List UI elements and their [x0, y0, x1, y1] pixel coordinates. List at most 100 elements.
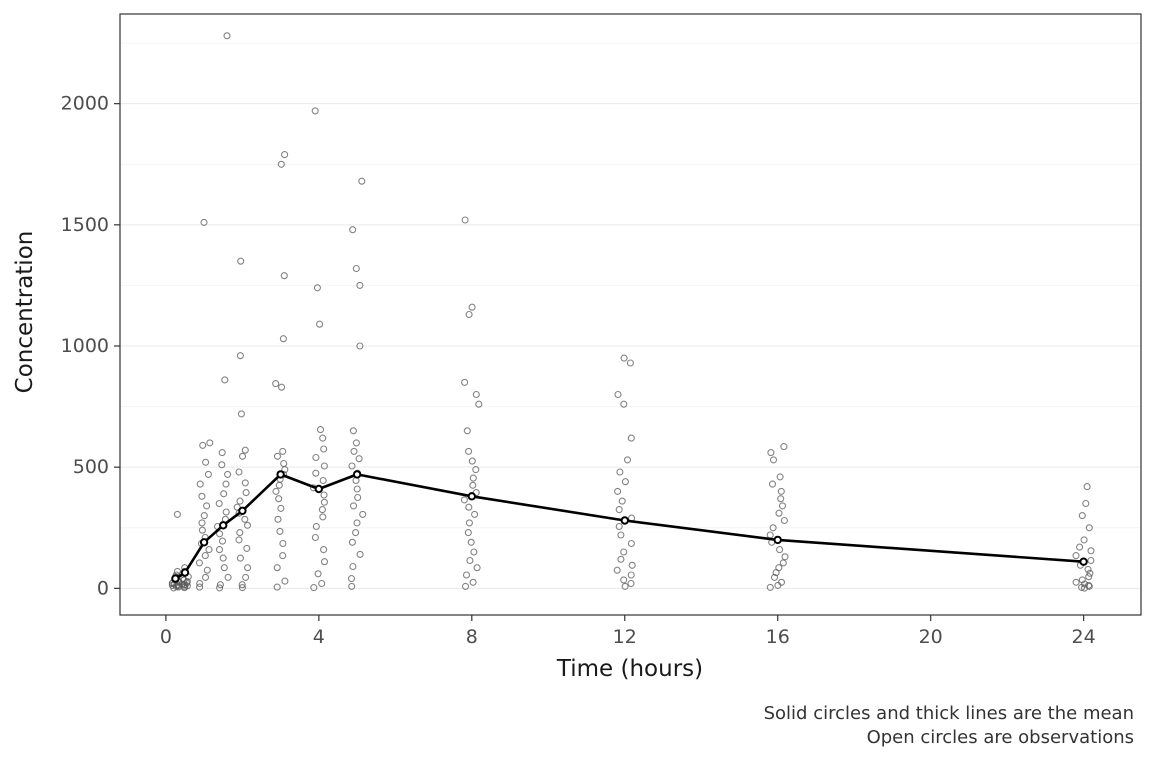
observation-point: [770, 573, 779, 581]
observation-point: [628, 561, 636, 569]
observation-point: [356, 342, 364, 350]
observation-point: [279, 552, 287, 560]
observation-point: [200, 512, 208, 520]
observation-point: [627, 571, 635, 579]
y-tick-label: 1000: [61, 335, 109, 357]
observation-point: [272, 487, 280, 495]
mean-point: [1079, 557, 1088, 566]
observation-point: [320, 546, 328, 554]
observation-point: [224, 470, 232, 478]
observation-point: [627, 434, 635, 442]
observation-point: [319, 476, 327, 485]
observation-point: [198, 519, 206, 527]
caption-mean-note: Solid circles and thick lines are the me…: [763, 703, 1134, 724]
y-tick-label: 1500: [61, 214, 109, 236]
observation-point: [216, 530, 224, 538]
observation-point: [276, 527, 284, 535]
observation-point: [769, 456, 778, 464]
observation-point: [462, 571, 471, 579]
observation-point: [280, 459, 288, 468]
observation-point: [354, 493, 362, 502]
x-tick-label: 8: [466, 626, 478, 648]
observation-point: [281, 577, 289, 585]
observation-point: [241, 515, 249, 523]
observation-point: [198, 526, 206, 534]
observation-point: [1083, 483, 1091, 491]
observation-point: [620, 576, 628, 584]
observation-point: [1086, 569, 1094, 577]
observation-point: [238, 452, 247, 460]
mean-point: [171, 574, 180, 583]
observation-point: [777, 487, 785, 495]
observation-point: [200, 218, 208, 226]
observation-point: [626, 359, 634, 367]
observation-point: [780, 516, 788, 525]
observation-point: [621, 478, 629, 486]
observation-point: [319, 513, 327, 521]
observation-point: [216, 584, 224, 592]
observation-point: [196, 480, 204, 488]
x-axis-title: Time (hours): [556, 656, 704, 682]
observation-point: [201, 552, 209, 560]
observation-point: [623, 456, 632, 464]
observation-point: [1082, 499, 1090, 508]
observation-point: [775, 564, 783, 572]
observation-point: [238, 584, 246, 592]
observation-point: [273, 452, 282, 460]
observation-point: [1072, 552, 1080, 560]
y-tick-label: 500: [73, 456, 109, 478]
observation-point: [1076, 543, 1084, 551]
observation-point: [236, 554, 244, 562]
observation-point: [469, 474, 477, 482]
observation-point: [233, 503, 241, 511]
observation-point: [1087, 556, 1095, 565]
observation-point: [243, 544, 251, 552]
observation-point: [473, 564, 481, 572]
observation-point: [279, 447, 287, 455]
observation-point: [201, 573, 210, 581]
observation-point: [272, 380, 280, 388]
observation-point: [781, 553, 789, 561]
observation-point: [222, 508, 230, 516]
observation-point: [241, 446, 249, 454]
observation-point: [196, 583, 204, 591]
observation-point: [353, 485, 361, 493]
observation-point: [205, 546, 213, 554]
observation-point: [620, 548, 628, 556]
observation-point: [352, 529, 360, 537]
observation-point: [464, 529, 472, 537]
observation-point: [468, 303, 476, 311]
observation-point: [219, 554, 227, 562]
observation-point: [237, 257, 245, 265]
observation-point: [467, 538, 475, 546]
observation-point: [236, 529, 244, 537]
observation-point: [273, 583, 281, 591]
observation-point: [349, 502, 358, 510]
panel-border: [119, 13, 1142, 616]
observation-point: [769, 524, 777, 532]
observation-point: [1085, 524, 1093, 532]
observation-point: [277, 504, 285, 512]
y-tick-label: 0: [97, 577, 109, 599]
observation-point: [613, 566, 621, 574]
observation-point: [461, 378, 469, 386]
observation-point: [780, 443, 788, 451]
y-axis-title: Concentration: [12, 230, 38, 394]
observation-point: [320, 445, 328, 453]
observation-point: [1078, 512, 1086, 520]
observation-point: [223, 32, 231, 40]
observation-point: [203, 502, 211, 510]
observation-point: [238, 581, 246, 589]
observation-point: [215, 546, 224, 554]
observation-point: [218, 537, 227, 545]
y-tick-label: 2000: [61, 93, 109, 115]
observation-point: [465, 310, 473, 319]
observation-point: [204, 470, 212, 478]
observation-point: [617, 531, 625, 539]
observation-point: [348, 538, 356, 546]
caption-observations-note: Open circles are observations: [866, 727, 1134, 748]
observation-point: [216, 581, 224, 589]
observation-point: [472, 390, 480, 399]
observation-point: [777, 495, 785, 503]
observation-point: [235, 468, 243, 476]
